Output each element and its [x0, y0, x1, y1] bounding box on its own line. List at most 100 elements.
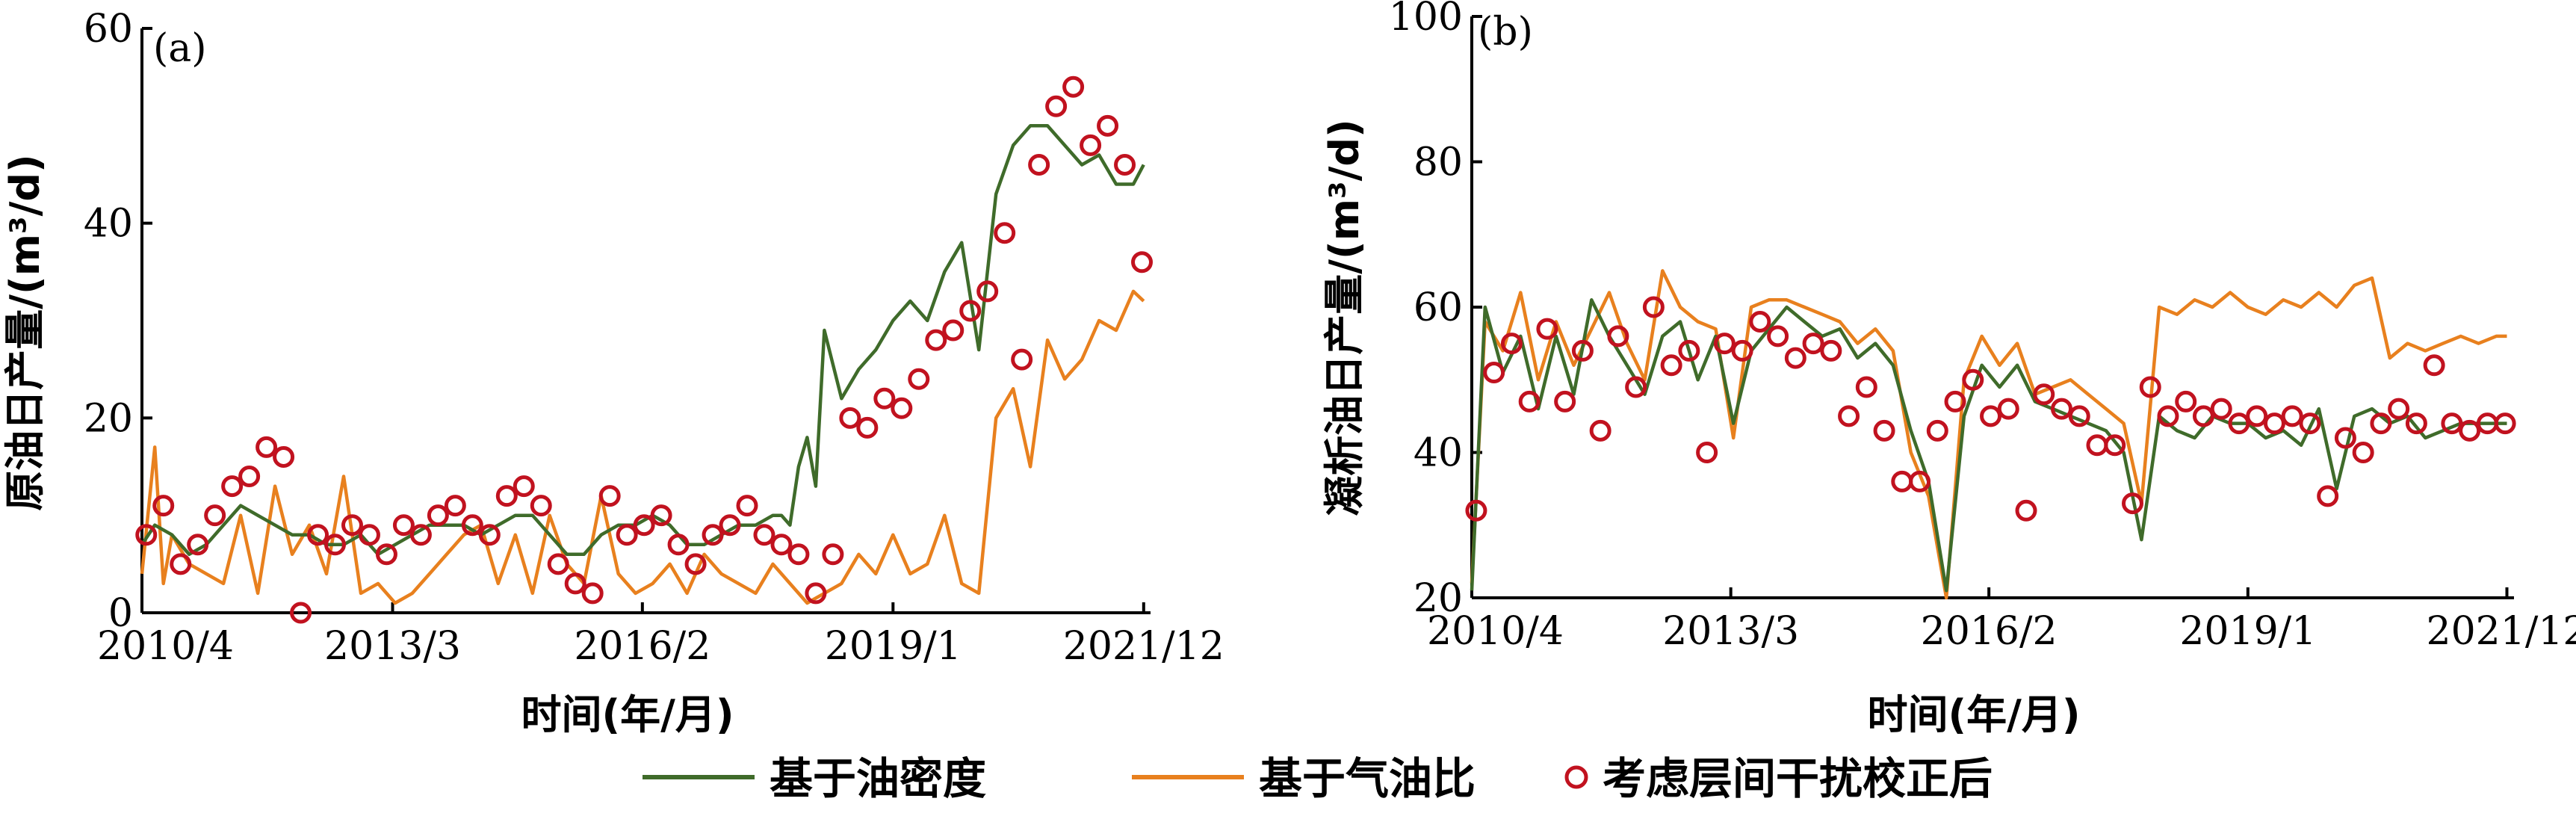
series-corrected-point: [2104, 434, 2126, 457]
series-corrected-point: [495, 485, 518, 507]
series-corrected-point: [564, 572, 586, 595]
panel-a-ylabel: 原油日产量/(m³/d): [1, 154, 49, 510]
series-corrected-point: [2459, 419, 2481, 442]
series-corrected-point: [2246, 405, 2268, 427]
series-corrected-point: [547, 553, 569, 575]
series-corrected-point: [684, 553, 707, 575]
series-corrected-point: [2121, 492, 2143, 515]
series-corrected-point: [976, 280, 999, 303]
series-corrected-point: [925, 329, 947, 351]
series-corrected-point: [1097, 114, 1119, 137]
series-corrected-point: [1483, 362, 1505, 384]
series-corrected-point: [358, 524, 380, 546]
series-corrected-point: [1802, 333, 1824, 355]
series-corrected-point: [908, 368, 930, 390]
series-corrected-point: [1660, 354, 1682, 377]
y-tick-label: 60: [84, 7, 133, 52]
series-corrected-point: [787, 543, 810, 566]
series-corrected-point: [427, 504, 449, 527]
series-corrected-point: [719, 514, 741, 537]
series-corrected-point: [2405, 412, 2427, 435]
series-gor-line: [1470, 269, 2507, 600]
x-tick-label: 2021/12: [1063, 624, 1224, 669]
x-tick-label: 2010/4: [97, 624, 234, 669]
legend-swatch-corrected: [1564, 765, 1588, 789]
panel-b: (b) 时间(年/月) 凝析油日产量/(m³/d) 20 40 60 80 100 201…: [1321, 0, 2576, 738]
series-corrected-point: [1873, 419, 1895, 442]
series-corrected-point: [581, 582, 604, 605]
series-corrected-point: [135, 524, 158, 546]
x-tick-label: 2021/12: [2426, 609, 2576, 654]
series-corrected-point: [392, 514, 415, 537]
series-corrected-point: [170, 553, 192, 575]
series-corrected-point: [2263, 412, 2285, 435]
series-corrected-point: [942, 319, 965, 342]
y-tick-label: 60: [1414, 285, 1463, 330]
series-corrected-point: [307, 524, 329, 546]
series-corrected-point: [1518, 390, 1541, 412]
series-corrected-point: [2033, 383, 2055, 406]
series-corrected-point: [616, 524, 638, 546]
series-corrected-point: [1891, 470, 1913, 492]
series-corrected-point: [839, 407, 861, 429]
series-corrected-point: [753, 524, 775, 546]
series-corrected-point: [2388, 398, 2410, 420]
panel-a-xlabel: 时间(年/月): [521, 691, 734, 738]
panel-b-ylabel: 凝析油日产量/(m³/d): [1321, 119, 1368, 516]
series-corrected-point: [513, 475, 535, 498]
series-corrected-point: [2228, 412, 2250, 435]
series-corrected-point: [238, 466, 261, 488]
series-corrected-point: [2441, 412, 2463, 435]
series-corrected-point: [187, 534, 209, 556]
series-corrected-point: [2139, 376, 2161, 398]
series-corrected-point: [2015, 499, 2037, 522]
x-tick-label: 2013/3: [324, 624, 461, 669]
series-corrected-point: [2334, 427, 2356, 449]
series-corrected-point: [2192, 405, 2214, 427]
series-corrected-point: [273, 445, 295, 468]
series-corrected-point: [444, 495, 466, 517]
series-corrected-point: [221, 475, 244, 498]
y-tick-label: 0: [108, 591, 133, 636]
x-tick-label: 2019/1: [2179, 609, 2316, 654]
series-corrected-point: [2370, 412, 2392, 435]
x-tick-label: 2019/1: [825, 624, 962, 669]
series-corrected-point: [1589, 419, 1611, 442]
series-density-line: [1470, 298, 2507, 593]
panel-b-label: (b): [1478, 10, 1533, 55]
series-corrected-point: [409, 524, 432, 546]
series-corrected-point: [1962, 368, 1984, 391]
series-corrected-point: [856, 416, 879, 439]
series-corrected-point: [2068, 405, 2090, 427]
series-corrected-point: [2494, 412, 2516, 435]
series-corrected-point: [1625, 376, 1647, 398]
series-corrected-point: [633, 514, 655, 537]
series-corrected-point: [1696, 442, 1718, 463]
series-corrected-point: [1028, 153, 1050, 176]
series-corrected-point: [1011, 348, 1033, 371]
series-corrected-point: [667, 534, 690, 556]
series-corrected-point: [770, 534, 793, 556]
series-corrected-point: [2317, 485, 2339, 507]
series-corrected-point: [1767, 325, 1789, 347]
panel-a: (a) 时间(年/月) 原油日产量/(m³/d) 0 20 40 60 2010/4 20…: [1, 7, 1224, 738]
legend-label-corrected: 考虑层间干扰校正后: [1603, 753, 1993, 804]
series-corrected-point: [702, 524, 724, 546]
series-corrected-point: [1909, 470, 1931, 492]
series-corrected-point: [461, 514, 483, 537]
series-corrected-point: [2157, 405, 2179, 427]
series-corrected-point: [1678, 339, 1700, 362]
series-corrected-point: [1571, 339, 1594, 362]
series-corrected-point: [1554, 390, 1576, 412]
series-corrected-point: [1131, 251, 1154, 274]
series-corrected-point: [650, 504, 672, 527]
x-tick-label: 2010/4: [1427, 609, 1564, 654]
x-tick-label: 2016/2: [574, 624, 710, 669]
series-corrected-point: [2299, 412, 2321, 435]
y-tick-label: 20: [1414, 576, 1463, 621]
legend-label-density: 基于油密度: [770, 753, 986, 804]
series-corrected-point: [1607, 325, 1629, 347]
series-density-line: [140, 124, 1145, 557]
series-corrected-point: [152, 495, 175, 517]
y-tick-label: 100: [1389, 0, 1463, 40]
